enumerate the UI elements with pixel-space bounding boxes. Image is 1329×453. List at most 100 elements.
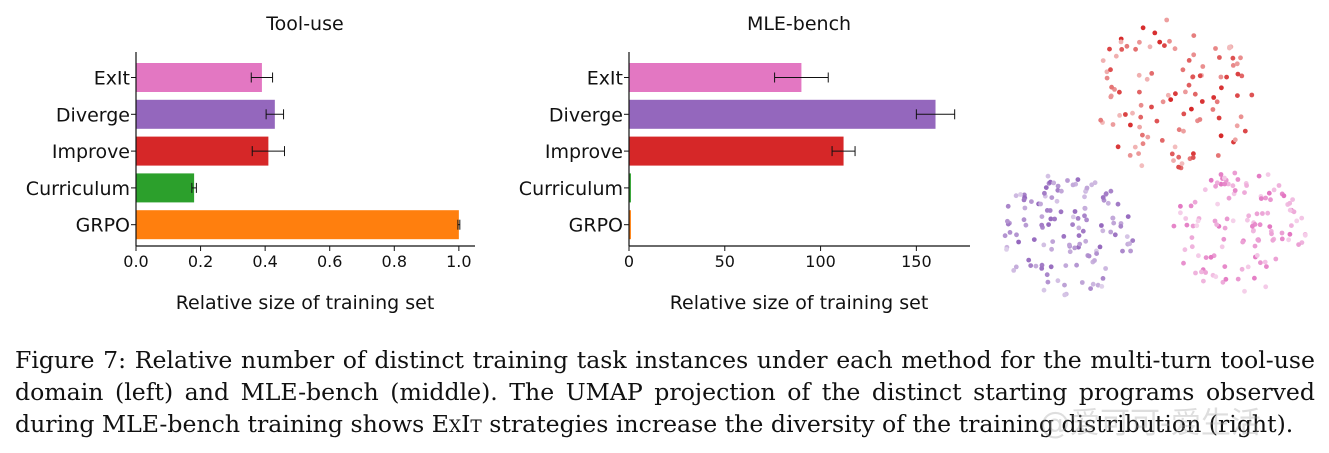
- scatter-point: [1118, 39, 1124, 45]
- scatter-point: [1258, 196, 1264, 202]
- scatter-point: [1262, 259, 1268, 265]
- scatter-point: [1044, 208, 1050, 213]
- scatter-point: [1218, 172, 1224, 177]
- scatter-point: [1190, 74, 1196, 80]
- scatter-point: [1179, 161, 1185, 167]
- scatter-point: [1104, 75, 1110, 81]
- scatter-point: [1159, 138, 1165, 143]
- scatter-point: [1075, 177, 1081, 183]
- scatter-point: [1058, 209, 1064, 215]
- scatter-point: [1189, 106, 1194, 112]
- scatter-point: [1224, 74, 1229, 80]
- x-tick-label: 0: [624, 252, 634, 271]
- scatter-point: [1083, 238, 1089, 244]
- scatter-point: [1002, 233, 1008, 239]
- scatter-point: [1212, 218, 1218, 224]
- scatter-point: [1045, 173, 1051, 179]
- scatter-point: [1082, 206, 1088, 211]
- scatter-point: [1076, 225, 1082, 231]
- scatter-point: [1160, 99, 1166, 105]
- scatter-point: [1224, 216, 1230, 222]
- scatter-point: [1074, 262, 1079, 268]
- scatter-point: [1183, 216, 1189, 221]
- scatter-point: [1052, 216, 1057, 222]
- scatter-point: [1299, 215, 1305, 221]
- scatter-point: [1249, 92, 1255, 98]
- scatter-point: [1117, 89, 1122, 95]
- scatter-point: [1110, 215, 1116, 221]
- scatter-point: [1235, 276, 1241, 282]
- scatter-point: [1090, 281, 1096, 287]
- x-tick-label: 150: [901, 252, 932, 271]
- y-tick-label-diverge: Diverge: [549, 104, 623, 126]
- scatter-point: [1070, 182, 1076, 188]
- scatter-point: [1171, 158, 1176, 164]
- scatter-point: [1264, 264, 1269, 269]
- bar-grpo: [136, 210, 459, 240]
- scatter-point: [1077, 241, 1083, 247]
- scatter-point: [1051, 180, 1057, 186]
- scatter-point: [1176, 154, 1182, 160]
- scatter-point: [1257, 222, 1263, 228]
- scatter-point: [1100, 228, 1106, 234]
- scatter-point: [1214, 222, 1220, 228]
- scatter-point: [1072, 209, 1078, 214]
- scatter-point: [1265, 210, 1271, 216]
- scatter-point: [1184, 222, 1190, 228]
- x-tick-label: 0.8: [382, 252, 407, 271]
- scatter-point: [1291, 209, 1297, 215]
- scatter-point: [1270, 237, 1276, 243]
- scatter-point: [1176, 164, 1181, 170]
- y-tick-label-diverge: Diverge: [56, 104, 130, 126]
- scatter-point: [1252, 275, 1257, 281]
- scatter-point: [1199, 269, 1204, 275]
- scatter-point: [1186, 58, 1192, 63]
- scatter-point: [1302, 232, 1308, 238]
- scatter-point: [1028, 263, 1034, 268]
- scatter-point: [1176, 127, 1182, 133]
- caption-method-name: ExIt: [431, 410, 482, 438]
- scatter-point: [1168, 97, 1174, 102]
- x-tick-label: 0.2: [188, 252, 213, 271]
- y-tick-label-improve: Improve: [52, 141, 130, 163]
- scatter-point: [1256, 173, 1262, 179]
- scatter-point: [1165, 92, 1171, 98]
- scatter-point: [1216, 115, 1222, 121]
- scatter-point: [1084, 217, 1089, 223]
- scatter-point: [1266, 190, 1272, 196]
- scatter-point: [1092, 258, 1097, 263]
- bar-improve: [629, 136, 844, 166]
- scatter-point: [1018, 192, 1023, 197]
- scatter-point: [1193, 270, 1198, 276]
- scatter-point: [1115, 201, 1121, 207]
- scatter-point: [1213, 274, 1219, 280]
- y-tick-label-curriculum: Curriculum: [26, 178, 130, 200]
- x-tick-label: 100: [805, 252, 836, 271]
- scatter-point: [1082, 194, 1087, 200]
- scatter-point: [1055, 187, 1061, 193]
- scatter-point: [1162, 43, 1167, 48]
- figure-svg: Tool-use ExIt Diverge Improve Curriculum GRPO…: [26, 13, 1308, 314]
- scatter-point: [1191, 33, 1197, 38]
- scatter-point: [1055, 183, 1061, 189]
- scatter-point: [1007, 230, 1013, 235]
- scatter-point: [1099, 284, 1105, 289]
- scatter-point: [1222, 175, 1227, 181]
- scatter-point: [1098, 117, 1104, 123]
- scatter-point: [1082, 213, 1087, 219]
- scatter-point: [1208, 254, 1214, 260]
- scatter-point: [1049, 246, 1054, 252]
- scatter-point: [1287, 207, 1293, 213]
- scatter-point: [1117, 113, 1122, 118]
- scatter-point: [1094, 251, 1099, 256]
- scatter-point: [1005, 203, 1011, 209]
- scatter-point: [1191, 52, 1197, 58]
- scatter-point: [1189, 235, 1195, 241]
- scatter-point: [1108, 94, 1114, 100]
- scatter-point: [1070, 214, 1076, 220]
- y-tick-label-exit: ExIt: [587, 68, 623, 90]
- bar-curriculum: [629, 173, 631, 203]
- scatter-point: [1181, 260, 1186, 266]
- scatter-point: [1123, 112, 1128, 117]
- scatter-point: [1200, 64, 1206, 69]
